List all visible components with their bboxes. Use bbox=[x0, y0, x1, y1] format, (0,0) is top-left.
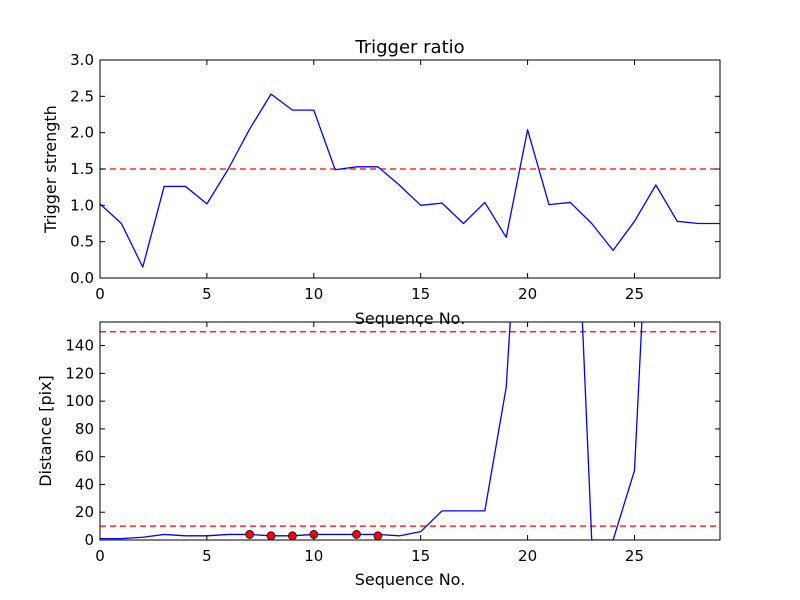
y-tick-label: 80 bbox=[75, 420, 94, 438]
x-tick-label: 15 bbox=[411, 547, 430, 565]
x-tick-label: 5 bbox=[202, 285, 212, 303]
y-tick-label: 2.0 bbox=[70, 124, 94, 142]
y-tick-label: 60 bbox=[75, 448, 94, 466]
x-axis-label: Sequence No. bbox=[355, 309, 466, 328]
x-tick-label: 0 bbox=[95, 285, 105, 303]
trigger-ratio-plot: 0 5 10 15 20 25 0.0 0.5 1.0 1.5 2.0 2.5 3.0 Trigger … bbox=[41, 37, 721, 328]
y-tick-label: 1.5 bbox=[70, 160, 94, 178]
y-tick-label: 0.0 bbox=[70, 269, 94, 287]
x-tick-label: 15 bbox=[411, 285, 430, 303]
y-tick-label: 3.0 bbox=[70, 51, 94, 69]
x-tick-label: 25 bbox=[625, 547, 644, 565]
x-tick-label: 25 bbox=[625, 285, 644, 303]
x-tick-label: 10 bbox=[304, 547, 323, 565]
y-tick-label: 120 bbox=[65, 364, 94, 382]
x-tick-label: 20 bbox=[518, 547, 537, 565]
y-axis-label: Distance [pix] bbox=[36, 375, 55, 487]
x-axis-label: Sequence No. bbox=[355, 570, 466, 589]
y-tick-label: 100 bbox=[65, 392, 94, 410]
y-tick-label: 40 bbox=[75, 475, 94, 493]
x-tick-label: 0 bbox=[95, 547, 105, 565]
y-tick-label: 0.5 bbox=[70, 233, 94, 251]
series-line bbox=[100, 93, 720, 268]
x-tick-label: 5 bbox=[202, 547, 212, 565]
y-tick-label: 1.0 bbox=[70, 196, 94, 214]
data-point-marker bbox=[373, 531, 383, 540]
x-tick-label: 20 bbox=[518, 285, 537, 303]
data-point-marker bbox=[352, 530, 361, 539]
y-axis-label: Trigger strength bbox=[41, 105, 60, 234]
distance-plot: 0 5 10 15 20 25 0 20 40 60 80 100 120 140 Sequence No… bbox=[36, 321, 721, 589]
data-point-marker bbox=[266, 531, 276, 540]
chart-title: Trigger ratio bbox=[354, 37, 464, 58]
y-tick-label: 0 bbox=[84, 531, 94, 549]
y-tick-label: 20 bbox=[75, 503, 94, 521]
data-point-marker bbox=[245, 530, 255, 539]
plot-frame bbox=[99, 321, 721, 541]
y-tick-label: 2.5 bbox=[70, 87, 94, 105]
x-tick-label: 10 bbox=[304, 285, 323, 303]
y-tick-label: 140 bbox=[65, 337, 94, 355]
data-point-marker bbox=[288, 531, 297, 540]
